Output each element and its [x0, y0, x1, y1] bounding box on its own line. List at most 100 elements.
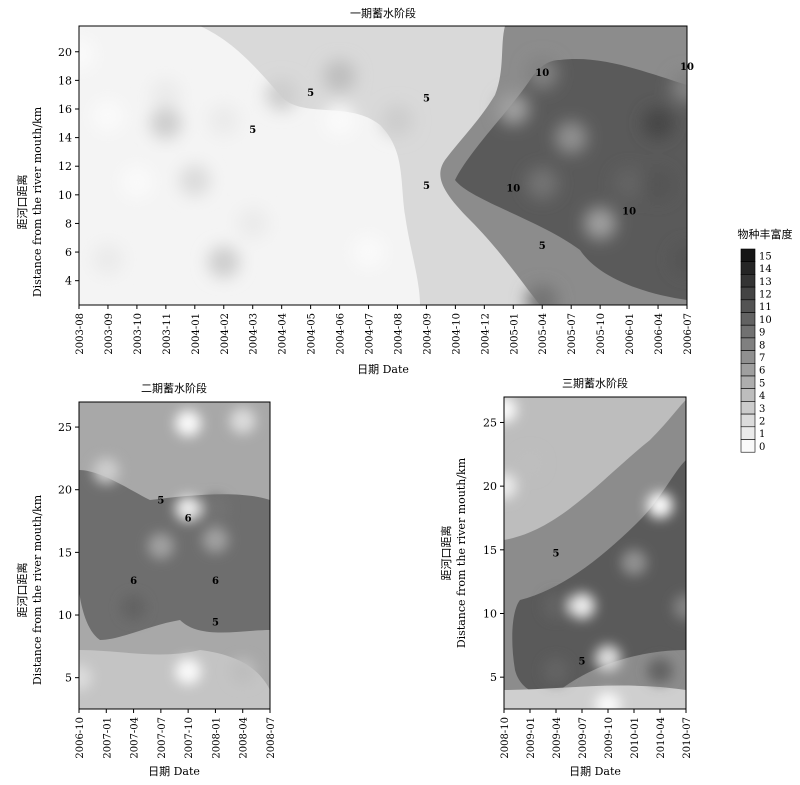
richness-blob: [543, 592, 569, 619]
richness-blob: [323, 104, 356, 137]
x-tick-label: 2004-06: [336, 313, 347, 355]
panel-1-frame: [78, 25, 688, 306]
richness-blob: [120, 594, 147, 621]
legend-swatch: [740, 324, 756, 339]
richness-blob: [555, 121, 588, 154]
legend-level-label: 0: [759, 442, 765, 453]
x-tick-label: 2003-11: [162, 313, 173, 355]
contour-label: 6: [130, 576, 137, 587]
x-tick-label: 2008-07: [266, 717, 277, 759]
panel-1-x-ticks: 2003-08 2003-09 2003-10 2003-11 2004-01 2004-…: [75, 305, 694, 355]
richness-blob: [671, 71, 687, 104]
panel-3-frame: [503, 396, 687, 710]
legend-swatch: [740, 413, 756, 428]
x-tick-label: 2008-01: [211, 717, 222, 759]
richness-blob: [229, 407, 256, 434]
panel-2-frame: [78, 401, 271, 710]
y-tick-label: 25: [483, 416, 497, 429]
richness-blob: [621, 549, 647, 576]
y-tick-label: 15: [58, 546, 72, 559]
y-tick-label: 15: [483, 544, 497, 557]
richness-blob: [91, 243, 124, 276]
contour-label: 5: [212, 617, 219, 628]
legend-swatch: [740, 350, 756, 364]
panel-2-y-label-en: Distance from the river mouth/km: [31, 494, 44, 685]
richness-blob: [673, 594, 686, 621]
richness-blob: [569, 592, 595, 619]
richness-blob: [202, 495, 229, 522]
contour-label: 10: [506, 184, 520, 195]
legend-swatch: [740, 312, 756, 326]
legend-swatch: [740, 337, 756, 351]
x-tick-label: 2010-01: [630, 717, 641, 759]
legend-level-label: 8: [759, 340, 765, 351]
contour-label: 5: [553, 548, 560, 559]
panel-3-x-label: 日期 Date: [569, 765, 621, 778]
y-tick-label: 10: [483, 607, 497, 620]
richness-blob: [175, 410, 202, 437]
x-tick-label: 2007-01: [102, 717, 113, 759]
legend-swatch: [740, 261, 756, 275]
legend-level-label: 11: [759, 302, 772, 313]
richness-blob: [381, 104, 414, 137]
x-tick-label: 2004-10: [451, 313, 462, 355]
x-tick-label: 2005-01: [509, 313, 520, 355]
richness-blob: [543, 657, 569, 684]
legend-swatch: [740, 388, 756, 402]
richness-blob: [229, 658, 256, 685]
richness-blob: [647, 492, 673, 519]
richness-blob: [647, 657, 673, 684]
x-tick-label: 2004-08: [393, 313, 404, 355]
panel-2-light-region: [79, 650, 270, 709]
contour-label: 5: [157, 496, 164, 507]
x-tick-label: 2006-07: [683, 313, 694, 355]
x-tick-label: 2010-04: [656, 717, 667, 759]
y-tick-label: 10: [58, 609, 72, 622]
richness-blob: [265, 78, 298, 111]
panel-1-y-ticks: 4 6 8 10 12 14 16 18 20: [58, 46, 79, 288]
contour-label: 5: [423, 181, 430, 192]
x-tick-label: 2005-10: [596, 313, 607, 355]
richness-blob: [93, 457, 120, 484]
legend-level-label: 12: [759, 289, 772, 300]
legend-swatch: [740, 375, 756, 389]
legend-level-label: 1: [759, 429, 765, 440]
y-tick-label: 12: [58, 160, 72, 173]
y-tick-label: 4: [65, 275, 72, 288]
panel-3-field: [504, 397, 686, 709]
legend-swatch: [740, 248, 756, 262]
richness-blob: [671, 243, 687, 276]
legend-title: 物种丰富度: [738, 227, 793, 241]
legend-level-label: 14: [759, 264, 772, 275]
richness-blob: [147, 533, 174, 560]
panel-2-title: 二期蓄水阶段: [141, 381, 207, 395]
richness-blob: [504, 473, 517, 500]
panel-2-field: [79, 402, 270, 709]
x-tick-label: 2004-01: [191, 313, 202, 355]
panel-1-field: [79, 26, 687, 305]
x-tick-label: 2006-10: [75, 717, 86, 759]
legend-swatch: [740, 299, 756, 313]
y-tick-label: 20: [483, 480, 497, 493]
contour-label: 5: [249, 125, 256, 136]
x-tick-label: 2004-03: [249, 313, 260, 355]
x-tick-label: 2004-07: [365, 313, 376, 355]
contour-label: 5: [579, 657, 586, 668]
contour-label: 10: [535, 68, 549, 79]
contour-label: 10: [622, 207, 636, 218]
panel-2-y-ticks: 5 10 15 20 25: [58, 421, 79, 685]
legend-swatch: [740, 362, 756, 377]
legend-swatch: [740, 439, 756, 453]
y-tick-label: 8: [65, 217, 72, 230]
x-tick-label: 2004-09: [422, 313, 433, 355]
richness-blob: [149, 107, 182, 140]
y-tick-label: 16: [58, 103, 72, 116]
richness-blob: [207, 246, 240, 279]
contour-label: 6: [212, 576, 219, 587]
legend-swatch: [740, 274, 756, 288]
x-tick-label: 2005-07: [567, 313, 578, 355]
